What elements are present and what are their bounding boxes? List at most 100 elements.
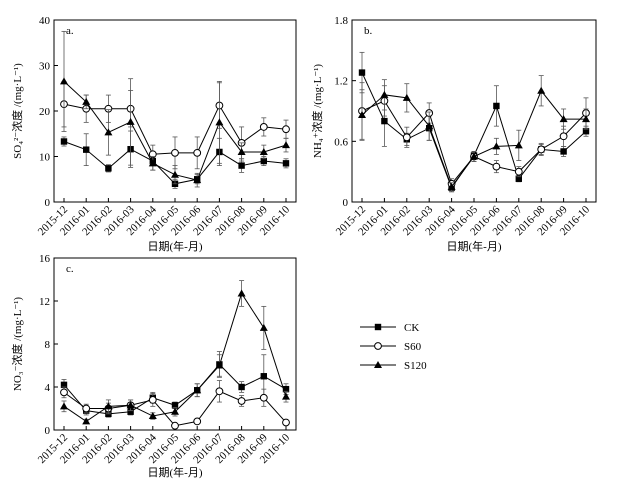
y-tick-label: 30 (39, 61, 51, 73)
series-s120 (60, 30, 290, 188)
series-s60 (60, 81, 290, 170)
x-axis-title: 日期(年-月) (447, 239, 502, 253)
x-axis-title: 日期(年-月) (148, 239, 203, 253)
data-point (259, 147, 268, 155)
data-point (193, 417, 202, 426)
legend-label: S120 (404, 360, 427, 372)
data-point (402, 133, 411, 142)
data-point (148, 159, 157, 167)
data-point (126, 401, 135, 409)
legend-item-ck: CK (360, 322, 419, 334)
data-point (238, 162, 245, 169)
data-point (537, 86, 546, 94)
data-point (560, 148, 567, 155)
series-line (361, 100, 587, 185)
panel-label: b. (364, 25, 373, 37)
data-point (215, 387, 224, 396)
series-s120 (358, 75, 590, 192)
y-tick-label: 16 (39, 253, 51, 265)
data-point (104, 128, 113, 136)
y-tick-label: 4 (45, 382, 51, 394)
data-point (193, 176, 202, 184)
legend-marker (374, 342, 382, 350)
x-axis-title: 日期(年-月) (148, 465, 203, 479)
data-point (282, 125, 290, 134)
data-point (260, 157, 267, 165)
y-tick-label: 0.6 (334, 136, 348, 148)
y-tick-label: 1.8 (334, 15, 348, 27)
data-point (515, 175, 522, 182)
data-point (171, 407, 179, 415)
y-axis-title: SO₄²⁻浓度 /(mg·L⁻¹) (10, 63, 24, 159)
data-point (282, 385, 290, 393)
data-point (559, 115, 568, 123)
data-point (259, 393, 268, 402)
data-point (215, 118, 224, 126)
data-point (60, 402, 68, 410)
data-point (126, 117, 135, 125)
y-tick-label: 40 (39, 15, 51, 27)
series-ck (358, 51, 590, 193)
legend-item-s60: S60 (360, 341, 422, 353)
legend-marker (374, 323, 382, 331)
panel-label: a. (66, 25, 74, 37)
data-point (82, 97, 91, 105)
data-point (193, 148, 202, 157)
legend-marker (374, 361, 382, 368)
data-point (238, 383, 245, 391)
data-point (282, 160, 290, 167)
data-point (171, 402, 179, 409)
y-axis-title: NH₄⁺浓度 /(mg·L⁻¹) (310, 64, 324, 159)
legend-label: S60 (404, 341, 422, 353)
data-point (492, 162, 501, 171)
series-s120 (60, 280, 290, 425)
y-tick-label: 0 (343, 197, 349, 209)
data-point (237, 147, 246, 155)
data-point (237, 397, 246, 405)
data-point (470, 152, 478, 160)
data-point (358, 111, 366, 119)
y-tick-label: 10 (39, 152, 51, 164)
data-point (260, 373, 267, 380)
data-point (215, 361, 224, 369)
y-tick-label: 12 (39, 296, 50, 308)
data-point (493, 102, 500, 110)
data-point (105, 165, 112, 172)
data-point (559, 132, 568, 141)
series-line (361, 89, 586, 188)
data-point (282, 392, 290, 400)
y-tick-label: 1.2 (334, 76, 348, 88)
data-point (82, 404, 91, 413)
legend-label: CK (404, 322, 419, 334)
data-point (282, 418, 290, 427)
panel-b: 00.61.21.82015-122016-012016-022016-0320… (310, 15, 597, 253)
data-point (582, 115, 590, 123)
series-line (361, 72, 587, 189)
data-point (148, 396, 157, 404)
y-tick-label: 0 (45, 197, 51, 209)
data-point (514, 167, 523, 176)
data-point (193, 386, 202, 394)
data-point (402, 93, 411, 101)
data-point (381, 117, 388, 125)
data-point (282, 141, 290, 149)
y-tick-label: 8 (45, 339, 51, 351)
data-point (82, 417, 91, 425)
data-point (259, 323, 268, 331)
data-point (171, 421, 179, 430)
y-axis-title: NO₃⁻浓度 /(mg·L⁻¹) (10, 297, 24, 392)
plot-frame (351, 19, 597, 203)
data-point (104, 402, 113, 410)
data-point (358, 69, 366, 76)
data-point (537, 145, 546, 154)
data-point (582, 128, 590, 135)
data-point (60, 381, 68, 389)
data-point (425, 122, 434, 130)
data-point (148, 412, 157, 420)
data-point (514, 141, 523, 149)
panel-label: c. (66, 263, 74, 275)
data-point (259, 123, 268, 131)
legend-item-s120: S120 (360, 360, 427, 372)
y-tick-label: 20 (39, 106, 51, 118)
